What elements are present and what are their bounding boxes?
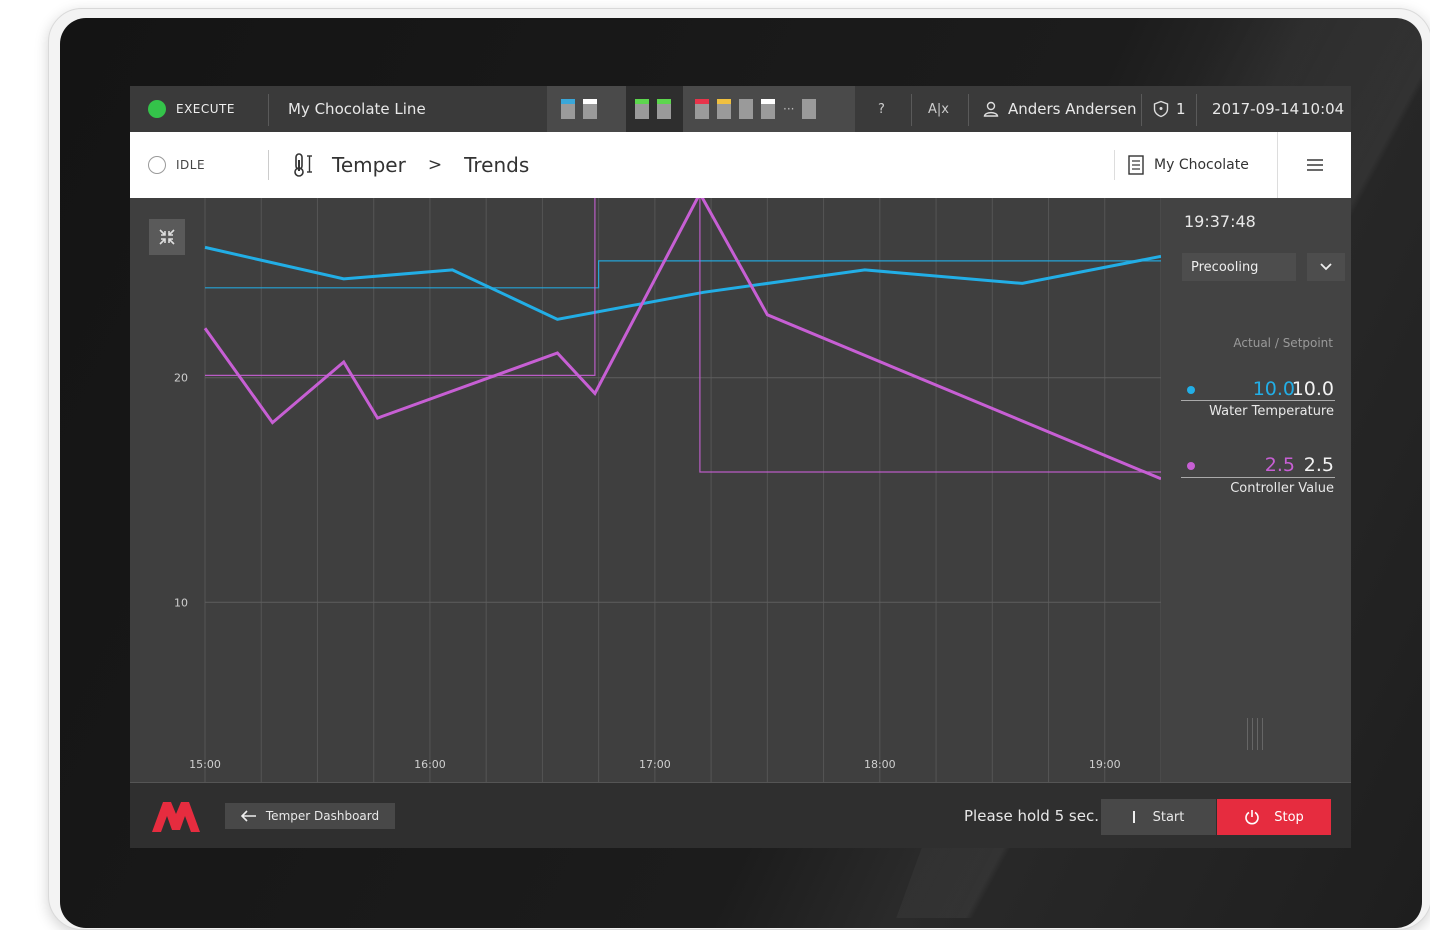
unit-icon (761, 99, 775, 119)
unit-icon (635, 99, 649, 119)
language-button[interactable]: A|x (928, 101, 949, 117)
idle-status-icon (148, 156, 166, 174)
breadcrumb-separator-icon: > (427, 155, 443, 175)
unit-group-2-active[interactable] (626, 86, 683, 132)
collapse-button[interactable] (149, 219, 185, 255)
stop-button[interactable]: Stop (1217, 799, 1331, 835)
breadcrumb-module-link[interactable]: Temper (332, 153, 406, 177)
trend-chart-svg: 10 20 15:00 16:00 17:00 18:00 19:00 (174, 190, 1162, 782)
back-button[interactable]: Temper Dashboard (225, 803, 395, 829)
divider (1114, 150, 1115, 180)
back-button-label: Temper Dashboard (265, 809, 380, 823)
top-status-bar: EXECUTE My Chocolate Line ··· ? A|x (130, 86, 1351, 132)
unit-icon (717, 99, 731, 119)
start-icon (1132, 811, 1135, 823)
divider (1196, 94, 1197, 126)
chevron-down-icon (1320, 263, 1332, 271)
unit-icon (695, 99, 709, 119)
unit-group-1[interactable] (547, 86, 626, 132)
unit-icon (657, 99, 671, 119)
user-button[interactable]: Anders Andersen (982, 86, 1137, 132)
phase-dropdown-toggle[interactable] (1307, 253, 1345, 281)
power-icon (1245, 810, 1260, 825)
divider (1277, 132, 1278, 198)
alarm-count: 1 (1176, 100, 1186, 118)
x-tick-label: 15:00 (189, 758, 221, 771)
breadcrumb-current-page: Trends (464, 153, 530, 177)
x-tick-label: 16:00 (414, 758, 446, 771)
divider (268, 150, 269, 180)
divider (1181, 400, 1335, 401)
shield-icon (1153, 100, 1169, 118)
unit-icon (561, 99, 575, 119)
unit-icon (739, 99, 753, 119)
execute-status-label: EXECUTE (176, 102, 235, 116)
collapse-icon (159, 229, 175, 245)
y-tick-label: 10 (174, 596, 188, 609)
setpoint-value: 10.0 (1291, 378, 1334, 400)
document-icon (1128, 155, 1144, 175)
menu-button[interactable] (1305, 132, 1325, 198)
y-tick-label: 20 (174, 372, 188, 385)
unit-icon (583, 99, 597, 119)
reading-label: Water Temperature (1209, 404, 1334, 419)
more-units-icon: ··· (783, 102, 795, 116)
date-display: 2017-09-14 (1212, 100, 1300, 118)
user-name: Anders Andersen (1008, 100, 1137, 118)
series-line-water-temperature-actual (204, 245, 1162, 321)
cursor-timestamp: 19:37:48 (1184, 212, 1256, 231)
x-tick-label: 19:00 (1089, 758, 1121, 771)
idle-status-label: IDLE (176, 158, 206, 172)
start-button[interactable]: Start (1101, 799, 1216, 835)
breadcrumb: Temper > Trends (292, 132, 529, 198)
actual-value: 10.0 (1252, 378, 1295, 400)
divider (1141, 94, 1142, 126)
x-tick-label: 18:00 (864, 758, 896, 771)
recipe-name: My Chocolate (1154, 157, 1249, 173)
series-color-dot (1187, 462, 1195, 470)
divider (268, 94, 269, 126)
help-button[interactable]: ? (878, 101, 885, 117)
idle-status[interactable]: IDLE (148, 132, 205, 198)
hamburger-menu-icon (1307, 159, 1323, 171)
hmi-screen: EXECUTE My Chocolate Line ··· ? A|x (130, 86, 1351, 848)
navigation-bar: IDLE Temper > Trends My Choc (130, 132, 1351, 198)
recipe-button[interactable]: My Chocolate (1128, 132, 1249, 198)
actual-setpoint-header: Actual / Setpoint (1233, 336, 1333, 350)
series-line-water-temperature-setpoint (205, 260, 1161, 289)
user-icon (983, 101, 999, 117)
series-line-controller-value-setpoint (205, 192, 1161, 473)
divider (1181, 477, 1335, 478)
phase-dropdown[interactable]: Precooling (1182, 253, 1296, 281)
x-tick-label: 17:00 (639, 758, 671, 771)
execute-status[interactable]: EXECUTE (148, 86, 235, 132)
bottom-action-bar: Temper Dashboard Please hold 5 sec. Star… (130, 782, 1351, 848)
thermometer-icon (294, 153, 312, 177)
time-display: 10:04 (1301, 100, 1345, 118)
brand-logo-icon (152, 802, 200, 832)
reading-label: Controller Value (1230, 481, 1334, 496)
unit-group-3[interactable]: ··· (683, 86, 855, 132)
series-line-controller-value-actual (203, 190, 1162, 481)
execute-status-icon (148, 100, 166, 118)
alarm-button[interactable]: 1 (1152, 86, 1186, 132)
trend-chart[interactable]: 10 20 15:00 16:00 17:00 18:00 19:00 (130, 190, 1162, 782)
setpoint-value: 2.5 (1303, 454, 1334, 476)
divider (911, 94, 912, 126)
actual-value: 2.5 (1264, 454, 1295, 476)
hold-message: Please hold 5 sec. (964, 807, 1099, 825)
line-name[interactable]: My Chocolate Line (288, 100, 426, 118)
side-panel: 19:37:48 Precooling Actual / Setpoint 10… (1161, 198, 1351, 782)
divider (968, 94, 969, 126)
unit-icon (802, 99, 817, 119)
series-color-dot (1187, 386, 1195, 394)
arrow-left-icon (240, 810, 256, 822)
start-button-label: Start (1152, 809, 1185, 825)
resize-grip-icon[interactable] (1247, 718, 1267, 750)
stop-button-label: Stop (1274, 809, 1304, 825)
